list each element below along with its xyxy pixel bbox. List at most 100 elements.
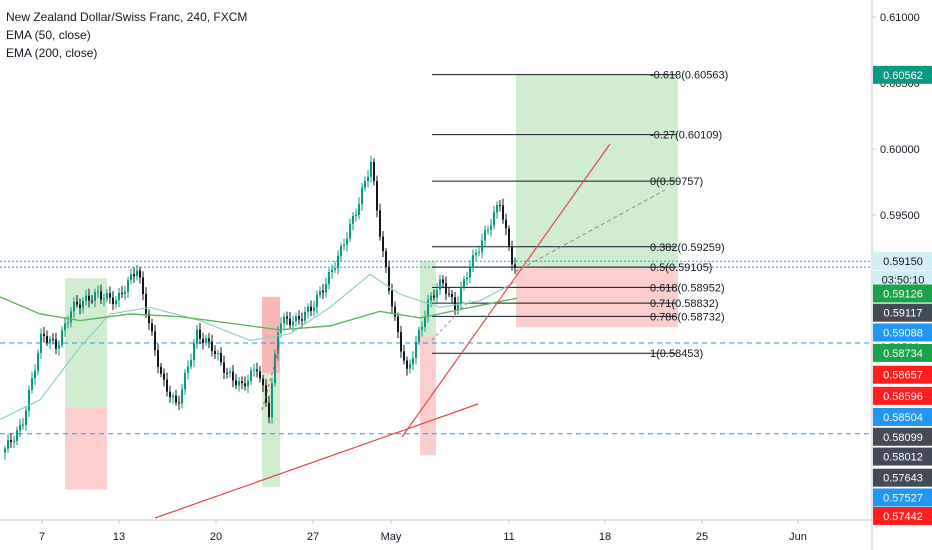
y-tick-label-2: 0.60000 — [880, 144, 920, 156]
candle-body — [4, 448, 6, 453]
fib-label-3: 0.382(0.59259) — [650, 242, 725, 254]
candle-body — [79, 304, 81, 308]
candle-body — [157, 350, 159, 367]
price-tag-label-11: 0.58012 — [883, 452, 923, 464]
x-tick-label-4: May — [381, 531, 402, 543]
candle-body — [502, 205, 504, 220]
candle-body — [55, 339, 57, 349]
candle-body — [262, 378, 264, 386]
candle-body — [379, 210, 381, 237]
x-tick-label-1: 13 — [113, 531, 125, 543]
candle-body — [160, 366, 162, 374]
candle-body — [139, 270, 141, 278]
x-tick-label-6: 18 — [599, 531, 611, 543]
candle-body — [346, 238, 348, 245]
candle-body — [454, 297, 456, 310]
price-tag-6 — [873, 343, 932, 362]
candle-body — [232, 371, 234, 381]
candle-body — [244, 383, 246, 387]
candle-body — [154, 331, 156, 351]
candle-body — [235, 380, 237, 386]
price-tag-12 — [873, 468, 932, 487]
x-tick-label-8: Jun — [789, 531, 807, 543]
stop-zone — [516, 267, 678, 328]
candle-body — [268, 402, 270, 418]
candle-body — [481, 240, 483, 252]
candle-body — [334, 268, 336, 270]
candle-body — [280, 323, 282, 334]
price-tag-label-7: 0.58657 — [883, 370, 923, 382]
candle-body — [88, 295, 90, 301]
candle-body — [478, 251, 480, 253]
candle-body — [145, 293, 147, 314]
candle-body — [172, 395, 174, 398]
candle-body — [112, 297, 114, 305]
candle-body — [229, 371, 231, 373]
price-tag-8 — [873, 386, 932, 405]
ema200-line — [0, 296, 518, 331]
candle-body — [385, 251, 387, 267]
candle-body — [391, 290, 393, 307]
candle-body — [118, 292, 120, 301]
candle-body — [7, 440, 9, 449]
candle-body — [19, 425, 21, 431]
candle-body — [106, 293, 108, 299]
fib-label-1: -0.27(0.60109) — [650, 130, 722, 142]
candle-body — [394, 306, 396, 317]
price-tag-7 — [873, 365, 932, 384]
candle-body — [466, 277, 468, 280]
candle-body — [409, 364, 411, 369]
candle-body — [220, 353, 222, 363]
candle-body — [325, 284, 327, 293]
price-tag-label-4: 0.59117 — [884, 308, 923, 320]
candle-body — [427, 300, 429, 318]
ema50-line — [0, 273, 518, 421]
past-projection-line — [261, 344, 281, 411]
candle-body — [121, 292, 123, 295]
candle-body — [469, 267, 471, 278]
candle-body — [181, 389, 183, 404]
candle-body — [16, 430, 18, 442]
candle-body — [319, 290, 321, 296]
candle-body — [313, 307, 315, 311]
x-tick-label-2: 20 — [210, 531, 222, 543]
candle-body — [442, 279, 444, 284]
candle-body — [331, 269, 333, 273]
candle-body — [430, 295, 432, 301]
candle-body — [22, 424, 24, 426]
price-tag-13 — [873, 488, 932, 507]
candle-body — [133, 274, 135, 277]
support-trendline — [154, 403, 479, 519]
candle-body — [226, 372, 228, 374]
candle-body — [202, 338, 204, 343]
candles — [4, 155, 516, 460]
candle-body — [274, 353, 276, 384]
candle-body — [238, 381, 240, 386]
candle-body — [67, 322, 69, 324]
candle-body — [352, 215, 354, 224]
candle-body — [253, 369, 255, 371]
candle-body — [127, 280, 129, 292]
candle-body — [190, 360, 192, 367]
candle-body — [340, 245, 342, 256]
candle-body — [490, 225, 492, 230]
candle-body — [208, 338, 210, 342]
candle-body — [445, 283, 447, 294]
price-tag-label-9: 0.58504 — [883, 412, 923, 424]
candle-body — [241, 381, 243, 384]
price-tag-label-14: 0.57442 — [883, 511, 923, 523]
candle-body — [52, 339, 54, 341]
candle-body — [100, 291, 102, 300]
candle-body — [382, 236, 384, 252]
candle-body — [364, 181, 366, 188]
candle-body — [109, 293, 111, 298]
candle-body — [256, 369, 258, 372]
candle-body — [259, 371, 261, 379]
candle-body — [34, 370, 36, 379]
price-tag-10 — [873, 427, 932, 446]
price-tag-5 — [873, 323, 932, 342]
candle-body — [175, 395, 177, 403]
candle-body — [46, 336, 48, 343]
candle-body — [31, 378, 33, 390]
